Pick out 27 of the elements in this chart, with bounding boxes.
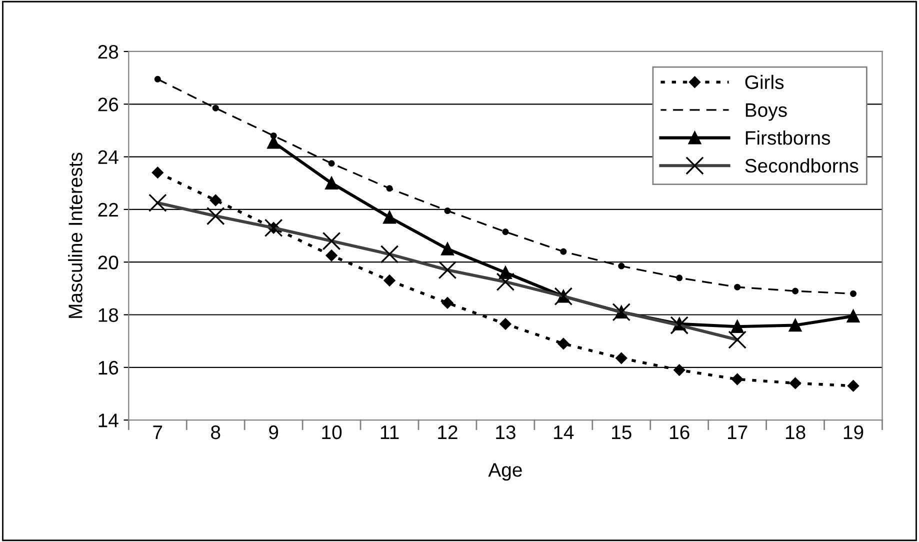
y-tick-label: 16 <box>98 360 118 375</box>
x-tick-label: 17 <box>728 426 748 439</box>
x-tick-label: 13 <box>496 425 516 440</box>
x-tick-label: 19 <box>844 425 864 440</box>
x-tick-label: 9 <box>269 425 278 440</box>
x-tick-label: 18 <box>786 425 806 440</box>
y-tick-label: 18 <box>98 308 118 322</box>
x-tick-label: 12 <box>438 425 458 439</box>
x-tick-label: 16 <box>670 425 690 440</box>
y-tick-label: 24 <box>98 150 118 164</box>
x-tick-label: 8 <box>211 425 220 440</box>
y-tick-label: 22 <box>98 202 118 216</box>
x-axis-title: Age <box>488 463 522 481</box>
x-tick-label: 10 <box>322 425 342 440</box>
x-tick-label: 14 <box>554 426 574 439</box>
legend-label: Boys <box>746 103 787 121</box>
x-tick-label: 7 <box>153 426 162 439</box>
legend-label: Girls <box>745 74 784 90</box>
x-tick-label: 15 <box>612 426 632 440</box>
legend-label: Firstborns <box>746 130 830 145</box>
legend-label: Secondborns <box>745 158 858 173</box>
x-tick-label: 11 <box>380 426 399 439</box>
y-tick-label: 14 <box>98 414 118 428</box>
y-axis-title: Masculine Interests <box>68 152 82 318</box>
y-tick-label: 28 <box>98 44 118 59</box>
y-tick-label: 20 <box>98 256 118 270</box>
y-tick-label: 26 <box>98 98 118 112</box>
